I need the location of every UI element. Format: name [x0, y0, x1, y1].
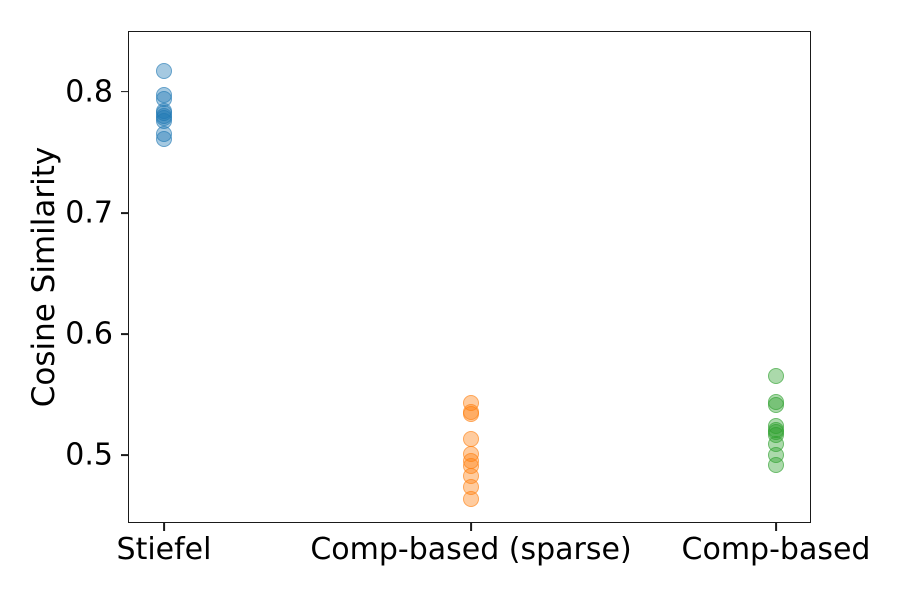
- scatter-point: [768, 456, 784, 473]
- scatter-point: [156, 130, 172, 147]
- scatter-point: [768, 368, 784, 385]
- scatter-point: [463, 405, 479, 422]
- y-tick-mark: [121, 211, 129, 214]
- y-tick-label: 0.7: [65, 195, 113, 231]
- x-tick-label-comp-based: Comp-based: [681, 532, 871, 567]
- y-tick-label: 0.6: [65, 316, 113, 352]
- y-tick-mark: [121, 90, 129, 93]
- scatter-point: [463, 490, 479, 507]
- x-tick-mark: [775, 523, 777, 531]
- x-tick-label-stiefel: Stiefel: [116, 532, 212, 567]
- y-axis-label: Cosine Similarity: [26, 146, 62, 408]
- y-tick-mark: [121, 333, 129, 335]
- y-tick-label: 0.8: [65, 74, 113, 110]
- y-tick-mark: [121, 454, 129, 457]
- x-tick-label-comp-based-sparse: Comp-based (sparse): [310, 532, 632, 567]
- x-tick-mark: [163, 523, 165, 531]
- x-tick-mark: [470, 523, 472, 531]
- y-tick-label: 0.5: [65, 437, 113, 473]
- scatter-point: [156, 62, 172, 79]
- scatter-point: [768, 397, 784, 414]
